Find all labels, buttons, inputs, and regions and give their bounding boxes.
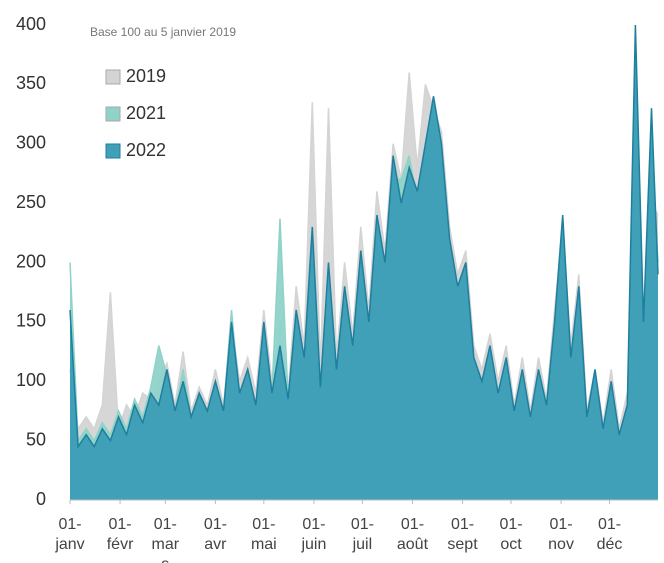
legend-swatch	[105, 69, 121, 85]
x-tick-label: 01-févr	[106, 516, 134, 553]
x-tick-label: 01-juil	[350, 516, 374, 553]
y-tick-label: 50	[26, 429, 46, 449]
x-tick-label: 01-nov	[548, 516, 574, 553]
y-tick-label: 400	[16, 14, 46, 34]
y-tick-label: 250	[16, 192, 46, 212]
y-tick-label: 200	[16, 251, 46, 271]
y-tick-label: 0	[36, 489, 46, 509]
x-tick-label: 01-janv	[55, 516, 85, 553]
legend-label: 2019	[126, 66, 166, 86]
x-tick-label: 01-avr	[203, 516, 227, 553]
y-tick-label: 150	[16, 311, 46, 331]
x-tick-label: 01-août	[396, 516, 429, 553]
area-fill	[70, 25, 658, 500]
legend-swatch	[105, 143, 121, 159]
legend-label: 2022	[126, 140, 166, 160]
x-tick-label: 01-sept	[447, 516, 478, 553]
chart-subtitle: Base 100 au 5 janvier 2019	[90, 25, 236, 39]
y-tick-label: 350	[16, 73, 46, 93]
x-tick-label: 01-juin	[301, 516, 327, 553]
legend-label: 2021	[126, 103, 166, 123]
y-tick-label: 300	[16, 133, 46, 153]
x-tick-label: 01-oct	[499, 516, 523, 553]
x-tick-label: 01-mars	[151, 516, 180, 563]
legend-swatch	[105, 106, 121, 122]
y-tick-label: 100	[16, 370, 46, 390]
x-tick-label: 01-mai	[250, 516, 277, 553]
x-tick-label: 01-déc	[596, 516, 623, 553]
series-line	[69, 24, 659, 449]
